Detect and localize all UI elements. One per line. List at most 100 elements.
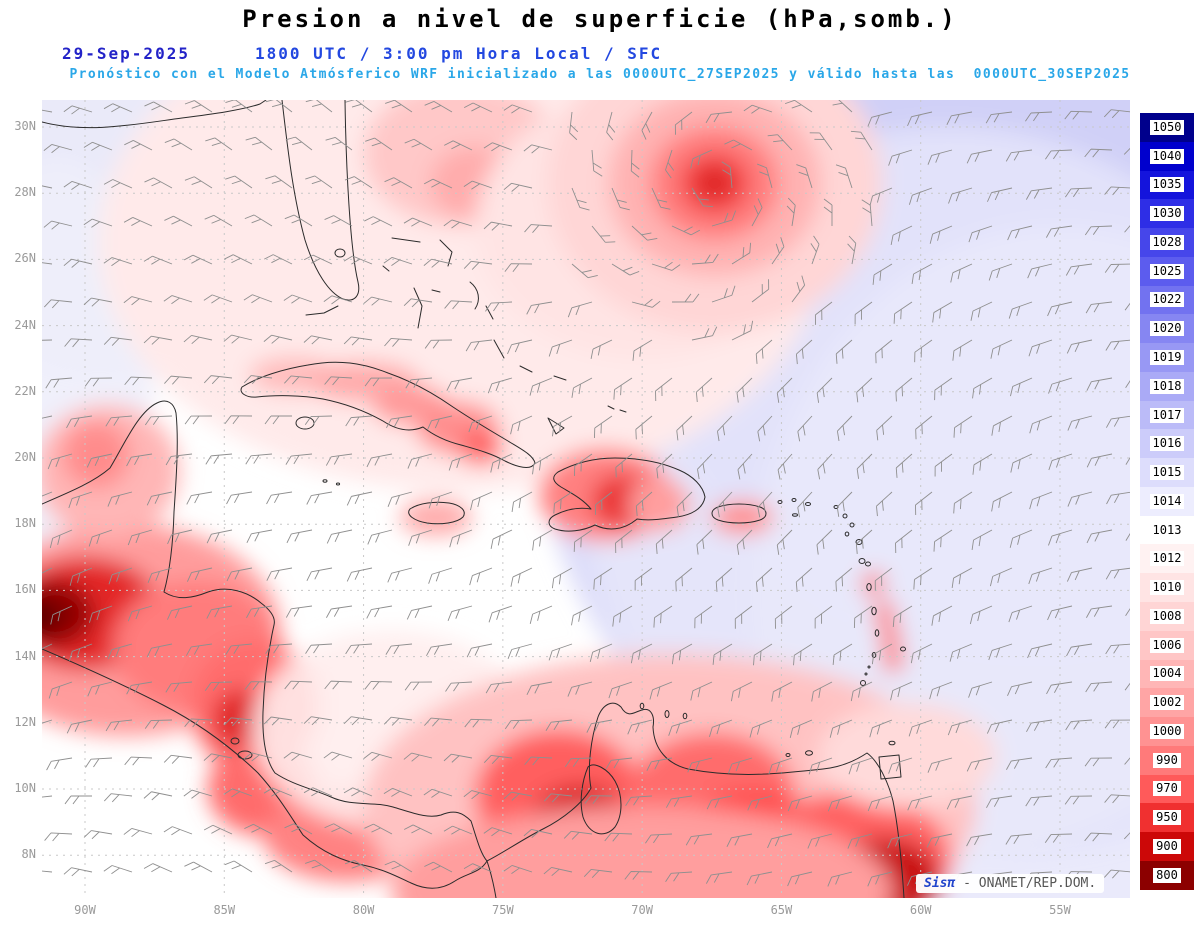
lake-okeechobee [334,248,346,258]
lat-tick-label: 28N [14,185,36,200]
colorbar-value: 950 [1153,810,1181,826]
colorbar-segment: 950 [1140,803,1194,833]
lat-tick-label: 24N [14,317,36,332]
colorbar-value: 1035 [1149,177,1185,193]
colorbar-value: 1030 [1149,206,1185,222]
colorbar-segment: 970 [1140,774,1194,804]
colorbar-segment: 1013 [1140,515,1194,545]
watermark-credit: - ONAMET/REP.DOM. [963,876,1097,891]
colorbar-value: 1010 [1149,580,1185,596]
lon-tick-label: 75W [492,903,514,917]
lesser-antilles-islands [639,498,906,780]
colombia-pacific-coast [486,860,497,899]
colorbar-value: 1013 [1149,522,1185,538]
colorbar-value: 900 [1153,839,1181,855]
colorbar-segment: 1002 [1140,688,1194,718]
south-america-north-coast [486,702,905,899]
colorbar-segment: 1028 [1140,228,1194,257]
colorbar-value: 1022 [1149,292,1185,308]
wind-barbs [42,100,1130,887]
colorbar-segment: 1019 [1140,343,1194,372]
colorbar-value: 1017 [1149,407,1185,423]
lat-tick-label: 14N [14,648,36,663]
colorbar-value: 1012 [1149,551,1185,567]
colorbar-segment: 1000 [1140,717,1194,746]
colorbar-segment: 1015 [1140,458,1194,487]
colorbar-value: 800 [1153,867,1181,883]
pressure-colorbar: 1050 1040 1035 1030 1028 1025 1022 1020 1019 1018… [1140,113,1194,890]
colorbar-value: 1025 [1149,263,1185,279]
colorbar-segment: 1012 [1140,544,1194,574]
watermark-brand: Sisπ [924,876,956,891]
latlon-grid [42,100,1130,898]
lon-tick-label: 60W [909,903,932,917]
watermark: Sisπ - ONAMET/REP.DOM. [916,874,1105,893]
lat-tick-label: 30N [14,119,36,133]
valid-time: 1800 UTC / 3:00 pm Hora Local / SFC [255,44,663,63]
colorbar-value: 1008 [1149,608,1185,624]
colorbar-value: 1028 [1149,234,1185,250]
page-title: Presion a nivel de superficie (hPa,somb.… [242,5,958,33]
yucatan-central-america-coast [41,400,488,862]
colorbar-value: 1004 [1149,666,1185,682]
cayman-islands [322,479,328,483]
colorbar-value: 990 [1153,752,1181,768]
colorbar-segment: 800 [1140,860,1194,890]
puerto-rico-coastline [711,503,767,524]
colorbar-segment: 1017 [1140,400,1194,430]
lon-tick-label: 65W [770,903,793,917]
colorbar-value: 1018 [1149,378,1185,394]
hispaniola-coastline [548,457,706,532]
colorbar-segment: 1050 [1140,113,1194,142]
map-area [41,99,1130,899]
colorbar-value: 1019 [1149,350,1185,365]
cayman-brac [335,482,341,486]
colorbar-segment: 1030 [1140,199,1194,229]
lon-tick-label: 90W [74,903,96,917]
colorbar-segment: 900 [1140,832,1194,861]
pressure-shading [42,100,1130,898]
colorbar-value: 970 [1153,781,1181,797]
colorbar-value: 1015 [1149,465,1185,481]
colorbar-segment: 1014 [1140,486,1194,516]
lake-managua [230,737,240,745]
jamaica-coastline [408,501,465,525]
colorbar-segment: 1022 [1140,285,1194,315]
lat-tick-label: 16N [14,582,36,597]
colorbar-segment: 1025 [1140,256,1194,286]
lon-tick-label: 70W [631,903,653,917]
colorbar-segment: 1010 [1140,573,1194,603]
lat-tick-label: 12N [14,714,36,729]
lat-tick-label: 26N [14,251,36,266]
colorbar-value: 1014 [1149,493,1185,509]
colorbar-segment: 1006 [1140,630,1194,660]
colorbar-value: 1020 [1149,321,1185,337]
colorbar-segment: 1020 [1140,314,1194,344]
colorbar-value: 1016 [1149,436,1185,452]
gulf-coast [41,99,267,129]
colorbar-value: 1040 [1149,148,1185,164]
colorbar-value: 1002 [1149,695,1185,711]
colorbar-value: 1006 [1149,637,1185,653]
pacific-coast [41,648,488,889]
valid-date: 29-Sep-2025 [62,44,190,63]
lat-tick-label: 22N [14,383,36,398]
lon-tick-label: 80W [352,903,375,917]
cuba-coastline [240,361,536,468]
lake-maracaibo [580,764,622,835]
colorbar-value: 1050 [1149,119,1185,135]
colorbar-segment: 990 [1140,745,1194,775]
lon-tick-label: 85W [213,903,236,917]
colorbar-segment: 1008 [1140,602,1194,631]
colorbar-segment: 1040 [1140,141,1194,171]
lat-tick-label: 10N [14,781,36,795]
colorbar-value: 1000 [1149,723,1185,739]
forecast-info: Pronóstico con el Modelo Atmósferico WRF… [69,67,1131,82]
colorbar-segment: 1035 [1140,170,1194,200]
lake-nicaragua [237,750,253,760]
lon-tick-label: 55W [1049,903,1071,917]
colorbar-segment: 1018 [1140,371,1194,401]
pressure-map-canvas [41,99,1130,899]
florida-keys [305,305,339,316]
